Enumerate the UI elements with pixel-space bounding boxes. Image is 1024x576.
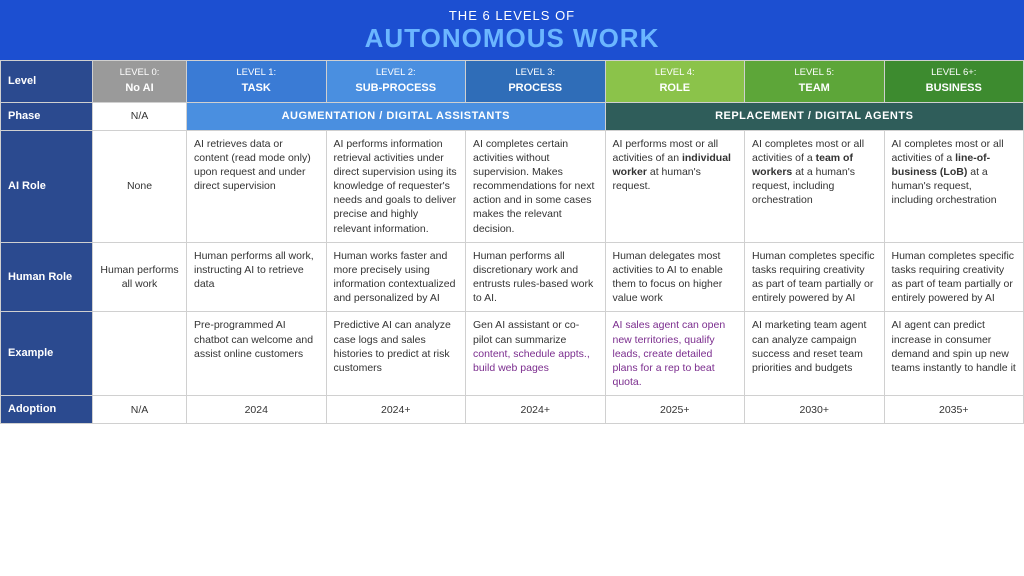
level-2-head: LEVEL 2:SUB-PROCESS	[326, 61, 466, 103]
row-level: Level LEVEL 0:No AI LEVEL 1:TASK LEVEL 2…	[1, 61, 1024, 103]
adoption-3: 2024+	[466, 396, 606, 424]
title-header: THE 6 LEVELS OF AUTONOMOUS WORK	[0, 0, 1024, 60]
level-0-head: LEVEL 0:No AI	[93, 61, 187, 103]
human-role-1: Human performs all work, instructing AI …	[187, 242, 327, 312]
phase-augmentation: AUGMENTATION / DIGITAL ASSISTANTS	[187, 102, 606, 130]
level-1-head: LEVEL 1:TASK	[187, 61, 327, 103]
level-5-head: LEVEL 5:TEAM	[745, 61, 885, 103]
adoption-0: N/A	[93, 396, 187, 424]
title-line2: AUTONOMOUS WORK	[0, 23, 1024, 54]
ai-role-5: AI completes most or all activities of a…	[745, 130, 885, 242]
phase-na: N/A	[93, 102, 187, 130]
example-6: AI agent can predict increase in consume…	[884, 312, 1024, 396]
title-line1: THE 6 LEVELS OF	[0, 8, 1024, 23]
level-3-head: LEVEL 3:PROCESS	[466, 61, 606, 103]
example-3: Gen AI assistant or co-pilot can summari…	[466, 312, 606, 396]
adoption-4: 2025+	[605, 396, 745, 424]
human-role-2: Human works faster and more precisely us…	[326, 242, 466, 312]
human-role-6: Human completes specific tasks requiring…	[884, 242, 1024, 312]
human-role-0: Human performs all work	[93, 242, 187, 312]
adoption-5: 2030+	[745, 396, 885, 424]
row-example: Example Pre-programmed AI chatbot can we…	[1, 312, 1024, 396]
example-0	[93, 312, 187, 396]
example-1: Pre-programmed AI chatbot can welcome an…	[187, 312, 327, 396]
ai-role-2: AI performs information retrieval activi…	[326, 130, 466, 242]
level-4-head: LEVEL 4:ROLE	[605, 61, 745, 103]
rowlabel-humanrole: Human Role	[1, 242, 93, 312]
example-5: AI marketing team agent can analyze camp…	[745, 312, 885, 396]
ai-role-4: AI performs most or all activities of an…	[605, 130, 745, 242]
rowlabel-phase: Phase	[1, 102, 93, 130]
adoption-1: 2024	[187, 396, 327, 424]
rowlabel-airole: AI Role	[1, 130, 93, 242]
ai-role-6: AI completes most or all activities of a…	[884, 130, 1024, 242]
example-4: AI sales agent can open new territories,…	[605, 312, 745, 396]
ai-role-0: None	[93, 130, 187, 242]
level-6-head: LEVEL 6+:BUSINESS	[884, 61, 1024, 103]
human-role-3: Human performs all discretionary work an…	[466, 242, 606, 312]
row-human-role: Human Role Human performs all work Human…	[1, 242, 1024, 312]
levels-table: Level LEVEL 0:No AI LEVEL 1:TASK LEVEL 2…	[0, 60, 1024, 424]
rowlabel-adoption: Adoption	[1, 396, 93, 424]
row-ai-role: AI Role None AI retrieves data or conten…	[1, 130, 1024, 242]
row-adoption: Adoption N/A 2024 2024+ 2024+ 2025+ 2030…	[1, 396, 1024, 424]
ai-role-1: AI retrieves data or content (read mode …	[187, 130, 327, 242]
human-role-5: Human completes specific tasks requiring…	[745, 242, 885, 312]
rowlabel-level: Level	[1, 61, 93, 103]
adoption-2: 2024+	[326, 396, 466, 424]
phase-replacement: REPLACEMENT / DIGITAL AGENTS	[605, 102, 1024, 130]
row-phase: Phase N/A AUGMENTATION / DIGITAL ASSISTA…	[1, 102, 1024, 130]
rowlabel-example: Example	[1, 312, 93, 396]
adoption-6: 2035+	[884, 396, 1024, 424]
human-role-4: Human delegates most activities to AI to…	[605, 242, 745, 312]
ai-role-3: AI completes certain activities without …	[466, 130, 606, 242]
example-2: Predictive AI can analyze case logs and …	[326, 312, 466, 396]
